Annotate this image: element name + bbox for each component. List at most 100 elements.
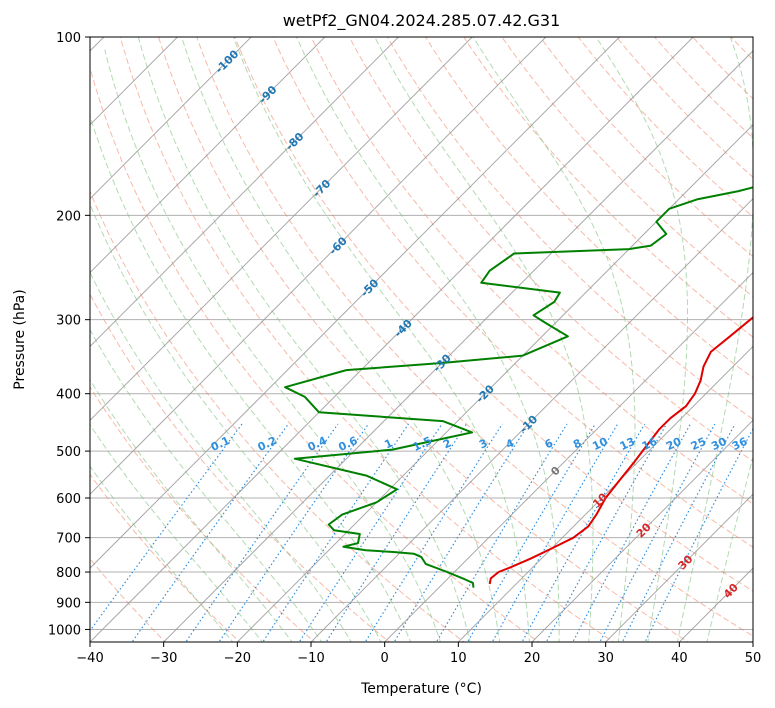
isotherm-line [90,37,621,569]
mixing-ratio-label: 16 [640,435,660,453]
x-tick-label: 50 [745,651,762,666]
mixing-ratio-line [644,427,753,642]
mixing-ratio-line [90,423,243,632]
y-tick-label: 700 [56,532,81,547]
moist-adiabat [90,378,293,642]
dry-adiabat [386,37,753,420]
dry-adiabat [463,37,753,338]
dry-adiabat [90,386,316,642]
mixing-ratio-line [491,423,619,642]
mixing-ratio-line [393,423,530,642]
x-tick-label: 30 [597,651,614,666]
x-tick-label: 20 [524,651,541,666]
y-tick-label: 1000 [48,623,81,638]
isotherm-line [604,493,753,642]
moist-adiabat [137,37,471,642]
mixing-ratio-line [466,423,596,642]
y-axis-ticks: 100 200 300 400 500 600 700 800 900 1000 [48,31,90,638]
moist-adiabat [104,49,441,642]
plot-frame [89,36,754,643]
x-tick-label: 40 [671,651,688,666]
isotherm-line [90,37,400,348]
dry-adiabat [196,37,753,637]
x-tick-label: −40 [76,651,103,666]
isotherm-line [90,37,473,422]
dry-adiabat [90,293,391,642]
dry-adiabat [310,37,753,505]
plot-area: 0.1 0.2 0.4 0.6 1 1.5 2 3 4 6 8 10 13 16 20 25 30 36-100-… [90,37,753,642]
moist-adiabat [595,37,688,642]
y-tick-label: 600 [56,492,81,507]
moist-adiabat [296,37,560,642]
mixing-ratio-line [572,423,691,642]
isotherm-line [457,345,753,642]
mixing-ratio-line [621,423,736,642]
y-tick-label: 100 [56,31,81,46]
moist-adiabat [90,202,382,642]
x-tick-label: 0 [381,651,389,666]
moist-adiabats [90,37,753,642]
mixing-ratio-label: 30 [709,435,729,453]
mixing-ratio-label: 13 [618,435,637,453]
dry-adiabat [90,190,465,642]
mixing-ratio-line [185,423,339,642]
y-tick-label: 500 [56,445,81,460]
isotherm-line [90,37,694,642]
isotherm-line [90,37,252,200]
dry-adiabat [348,37,753,462]
pressure-gridlines [90,37,753,630]
y-tick-label: 200 [56,209,81,224]
mixing-ratio-line [218,423,369,642]
isotherm-line [90,37,547,495]
chart-title: wetPf2_GN04.2024.285.07.42.G31 [283,11,561,31]
y-tick-label: 400 [56,388,81,403]
mixing-ratio-line [262,423,410,642]
dry-adiabat [90,473,241,642]
y-tick-label: 800 [56,566,81,581]
mixing-ratio-line [435,423,568,642]
x-tick-label: 10 [450,651,467,666]
moist-adiabat [90,328,323,642]
dry-adiabat [90,557,167,642]
temperature-line [488,316,753,585]
mixing-ratio-label: 25 [689,435,708,453]
moist-adiabat [181,37,501,642]
dry-adiabat [90,65,540,642]
isotherm-line [383,271,753,642]
x-tick-label: −30 [150,651,177,666]
isotherm-line [310,197,753,642]
moist-adiabat [90,423,264,642]
moist-adiabat [90,114,412,642]
mixing-ratio-line [599,423,716,642]
x-tick-label: −10 [297,651,324,666]
mixing-ratio-line [545,423,668,642]
mixing-ratio-line [521,423,646,642]
x-tick-label: −20 [224,651,251,666]
moist-adiabat [676,37,753,642]
x-axis-ticks: −40 −30 −20 −10 0 10 20 30 40 50 [76,642,761,666]
y-tick-label: 900 [56,596,81,611]
dry-adiabat [234,37,753,592]
moist-adiabat [90,465,234,642]
mixing-ratio-label: 36 [730,435,750,453]
isotherms [90,37,753,642]
isotherm-line [531,419,753,642]
y-tick-label: 300 [56,314,81,329]
mixing-ratio-label: 20 [664,435,684,453]
profile-lines [284,186,753,588]
dewpoint-line [284,186,753,588]
mixing-ratio-line [298,423,443,642]
isotherm-line [162,50,753,642]
dry-adiabat [157,37,690,642]
moist-adiabat [472,37,636,642]
isotherm-line [236,124,753,642]
moist-adiabat [374,37,594,642]
y-axis-label: Pressure (hPa) [12,289,28,389]
mixing-ratio-lines [90,423,753,642]
x-axis-label: Temperature (°C) [360,681,482,697]
mixing-ratio-label: 10 [590,435,610,453]
moist-adiabat [90,271,352,642]
isotherm-line [90,37,326,274]
